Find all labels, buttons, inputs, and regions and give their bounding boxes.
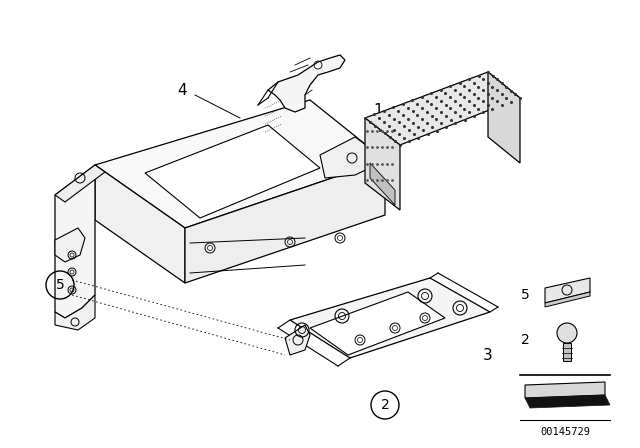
Polygon shape [365,118,400,210]
Polygon shape [545,278,590,303]
Polygon shape [365,72,520,145]
Polygon shape [55,165,95,318]
Text: 00145729: 00145729 [540,427,590,437]
Text: 2: 2 [520,333,529,347]
Polygon shape [95,165,185,283]
Polygon shape [55,228,85,262]
Polygon shape [320,137,370,178]
Polygon shape [55,165,105,202]
Text: 5: 5 [56,278,65,292]
Text: 2: 2 [381,398,389,412]
Text: 5: 5 [520,288,529,302]
Polygon shape [488,72,520,163]
Polygon shape [185,160,385,283]
Polygon shape [525,395,610,408]
Polygon shape [370,163,395,205]
Text: 1: 1 [373,103,383,117]
Text: 4: 4 [177,82,187,98]
Polygon shape [95,100,385,228]
Polygon shape [545,292,590,307]
Polygon shape [563,343,571,361]
Polygon shape [145,125,320,218]
Circle shape [557,323,577,343]
Text: 3: 3 [483,348,493,362]
Polygon shape [285,325,310,355]
Polygon shape [310,292,445,355]
Polygon shape [290,278,490,358]
Polygon shape [268,55,345,112]
Polygon shape [55,295,95,330]
Polygon shape [525,382,605,398]
